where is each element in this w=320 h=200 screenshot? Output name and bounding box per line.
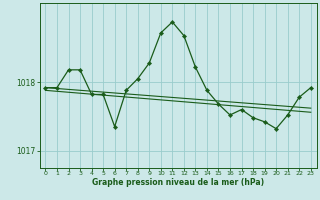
X-axis label: Graphe pression niveau de la mer (hPa): Graphe pression niveau de la mer (hPa)	[92, 178, 264, 187]
